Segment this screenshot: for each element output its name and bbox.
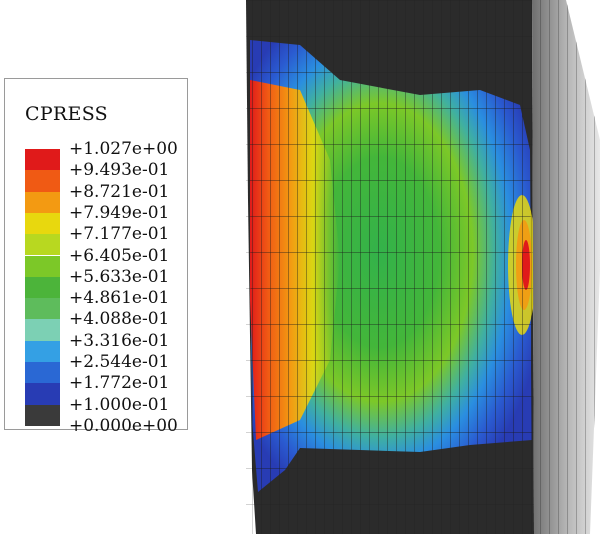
legend-value-label: +3.316e-01	[69, 330, 170, 351]
legend-value-label: +2.544e-01	[69, 352, 170, 372]
legend-value-label: +7.949e-01	[69, 202, 170, 223]
legend-value-label: +4.861e-01	[69, 288, 170, 309]
legend-swatch	[25, 298, 60, 320]
legend-swatch	[25, 319, 60, 341]
legend-swatch	[25, 362, 60, 384]
mesh-lines	[246, 0, 534, 534]
legend-value-label: +6.405e-01	[69, 245, 170, 266]
legend-swatch	[25, 404, 60, 426]
legend-swatch	[25, 191, 60, 213]
legend-value-label: +1.000e-01	[69, 394, 170, 415]
legend-swatch	[25, 170, 60, 192]
legend-value-label: +7.177e-01	[69, 224, 170, 245]
legend-value-label: +5.633e-01	[69, 266, 170, 287]
legend-value-label: +0.000e+00	[69, 415, 178, 436]
legend-value-label: +4.088e-01	[69, 309, 170, 330]
legend-swatch	[25, 212, 60, 235]
legend-swatch	[25, 149, 60, 171]
legend-swatch	[25, 255, 60, 277]
side-surface	[532, 0, 600, 534]
legend-swatch	[25, 340, 60, 362]
legend-swatch	[25, 234, 60, 256]
legend-value-label: +1.772e-01	[69, 373, 170, 394]
legend-swatch	[25, 383, 60, 405]
legend-swatch	[25, 276, 60, 299]
contour-legend: CPRESS +1.027e+00 +9.493e-01 +8.721e-01 +7.…	[4, 78, 188, 434]
legend-value-label: +8.721e-01	[69, 181, 170, 202]
legend-value-label: +9.493e-01	[69, 160, 170, 181]
legend-title: CPRESS	[25, 103, 108, 125]
legend-value-label: +1.027e+00	[69, 139, 178, 159]
